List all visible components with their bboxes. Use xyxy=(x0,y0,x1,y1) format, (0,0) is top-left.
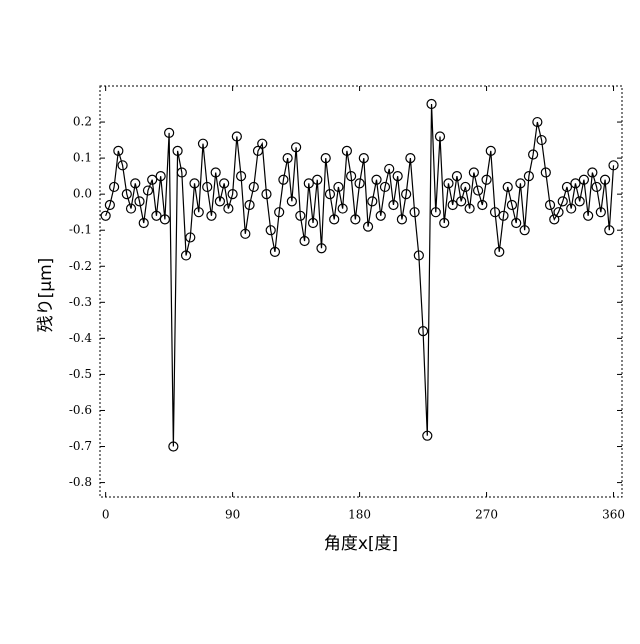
x-tick-label: 360 xyxy=(602,508,625,522)
y-tick-label: 0.0 xyxy=(73,187,92,201)
y-tick-label: -0.6 xyxy=(69,403,92,417)
y-tick-label: -0.8 xyxy=(69,475,92,489)
y-axis-label: 残り[μm] xyxy=(36,258,56,333)
y-tick-label: -0.5 xyxy=(69,367,92,381)
plot-frame xyxy=(100,86,622,497)
x-tick-label: 270 xyxy=(475,508,498,522)
y-tick-label: -0.2 xyxy=(69,259,92,273)
x-tick-label: 0 xyxy=(102,508,110,522)
x-tick-label: 180 xyxy=(348,508,371,522)
x-axis-label: 角度x[度] xyxy=(324,534,398,554)
y-tick-label: -0.7 xyxy=(69,439,92,453)
y-tick-label: 0.1 xyxy=(73,151,92,165)
x-tick-label: 90 xyxy=(225,508,240,522)
y-tick-label: -0.1 xyxy=(69,223,92,237)
y-tick-label: -0.3 xyxy=(69,295,92,309)
y-tick-label: 0.2 xyxy=(73,115,92,129)
chart: 角度x[度] 残り[μm] 0.2 0.1 0.0 -0.1 -0.2 -0.3 -0.4 -… xyxy=(0,0,640,640)
y-tick-label: -0.4 xyxy=(69,331,93,345)
